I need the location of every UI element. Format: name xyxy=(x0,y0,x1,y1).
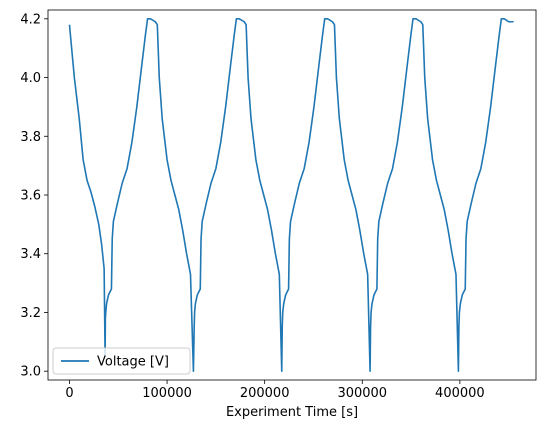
y-tick-label: 3.2 xyxy=(20,306,41,321)
x-tick-label: 400000 xyxy=(435,386,485,401)
x-tick-label: 200000 xyxy=(240,386,290,401)
y-tick-label: 3.4 xyxy=(20,247,41,262)
series-line-0 xyxy=(68,18,514,372)
y-tick-label: 4.2 xyxy=(20,12,41,27)
y-tick-label: 3.0 xyxy=(20,365,41,380)
plot-area xyxy=(48,10,536,380)
x-tick-label: 0 xyxy=(65,386,73,401)
legend-label-voltage: Voltage [V] xyxy=(97,355,169,370)
y-tick-label: 4.0 xyxy=(20,71,41,86)
legend-box xyxy=(52,347,191,375)
y-axis-ticks: 3.0 3.2 3.4 3.6 3.8 4.0 4.2 xyxy=(20,12,48,380)
x-axis-ticks: 0 100000 200000 300000 400000 xyxy=(65,380,485,401)
plot-frame xyxy=(47,9,537,381)
y-tick-label: 3.8 xyxy=(20,130,41,145)
x-tick-label: 300000 xyxy=(337,386,387,401)
x-axis-label: Experiment Time [s] xyxy=(226,405,358,420)
legend: Voltage [V] xyxy=(52,347,191,375)
y-tick-label: 3.6 xyxy=(20,189,41,204)
x-tick-label: 100000 xyxy=(142,386,192,401)
series-layer xyxy=(68,18,514,372)
